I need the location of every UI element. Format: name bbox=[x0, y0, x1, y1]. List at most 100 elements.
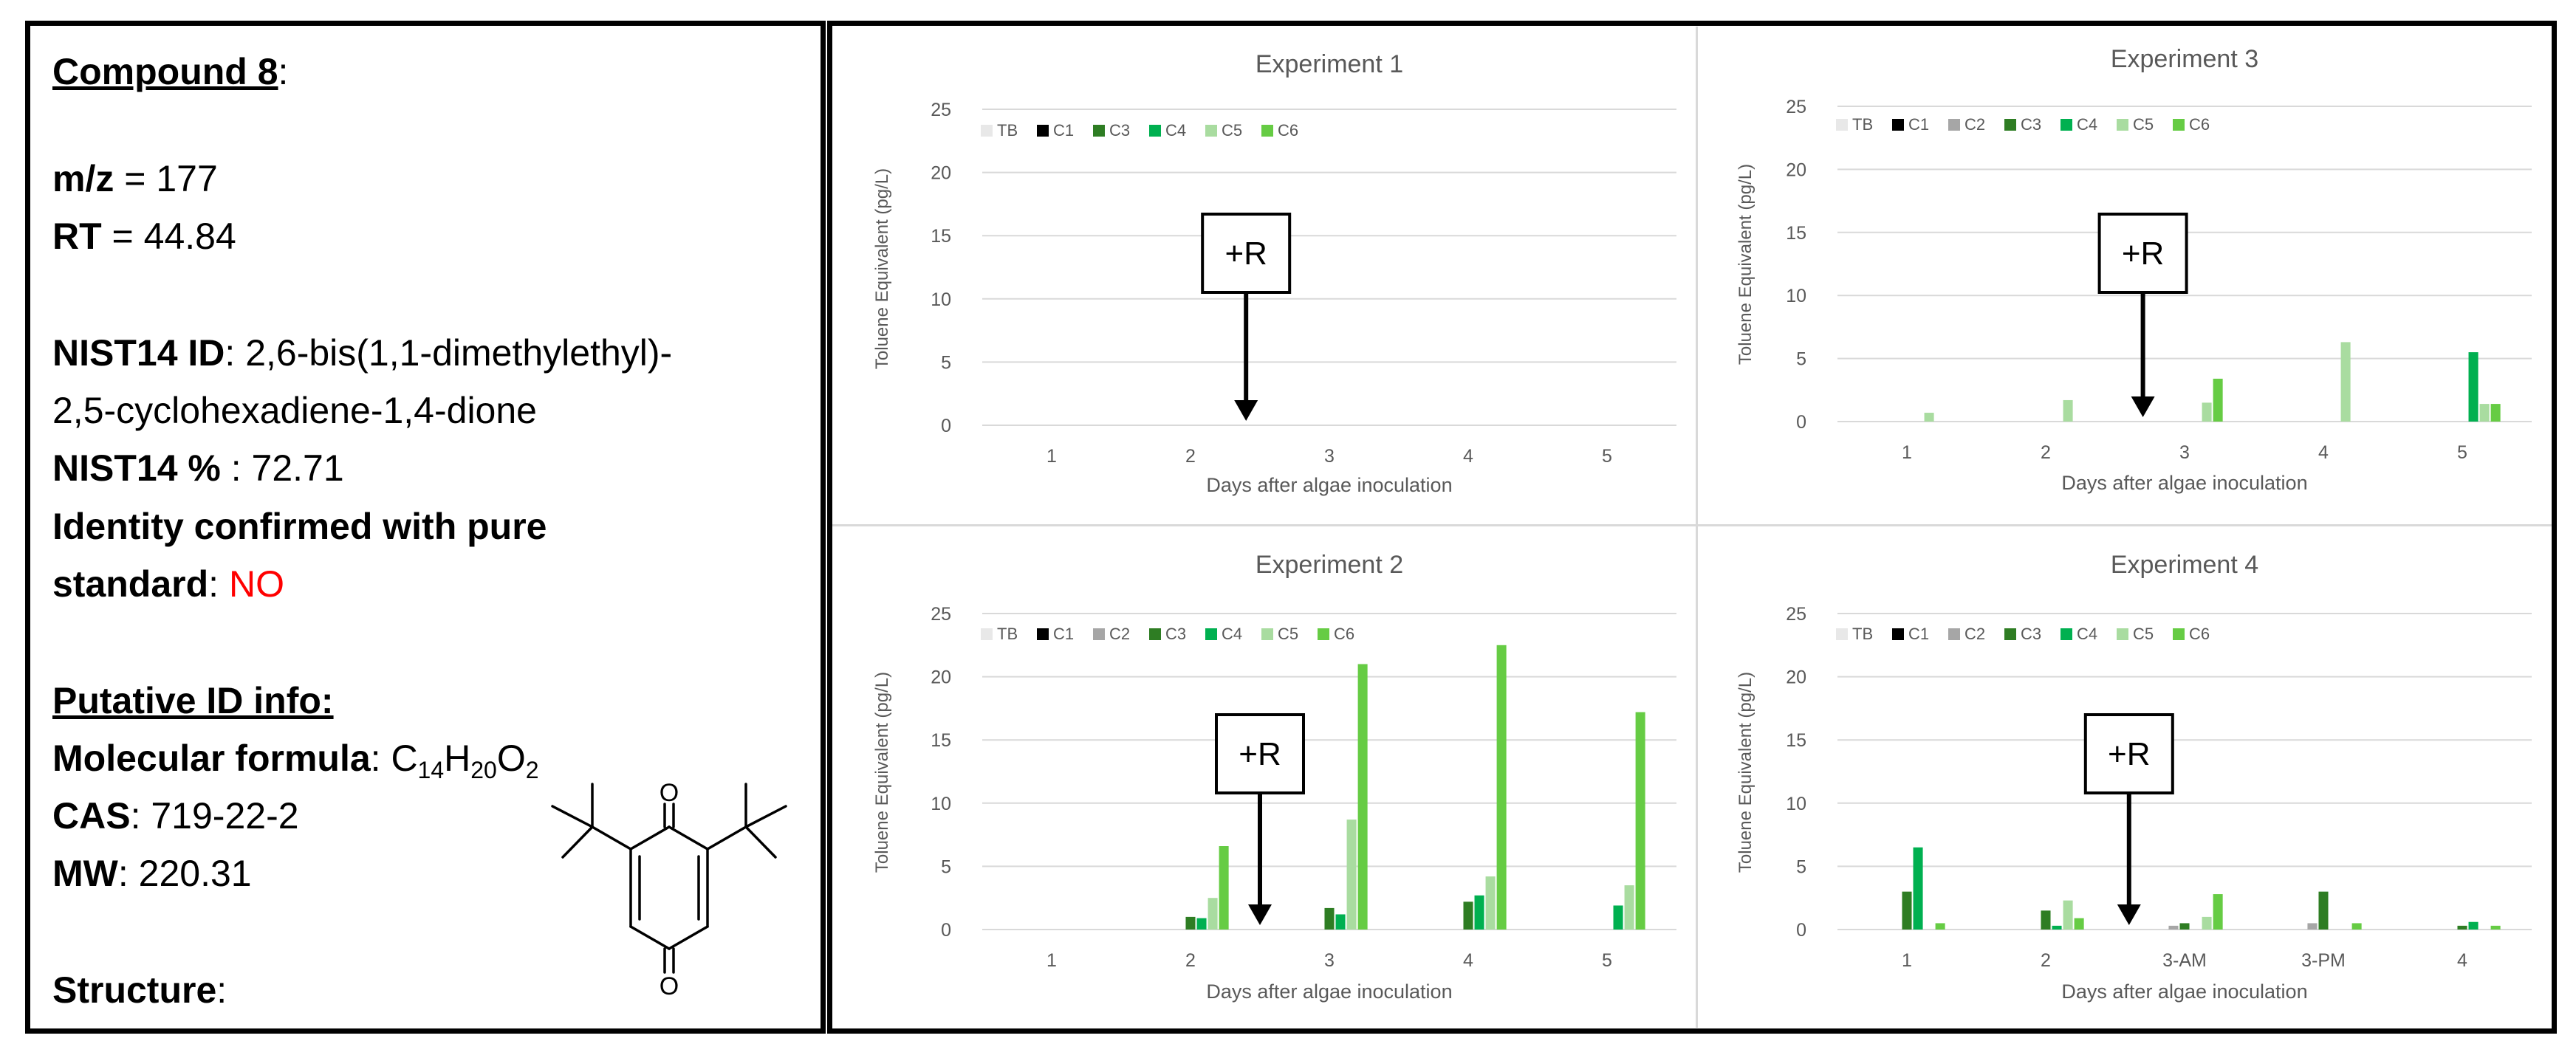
formula-c: C bbox=[391, 738, 417, 779]
identity-label-1: Identity confirmed with pure bbox=[52, 506, 547, 547]
legend-swatch-c6 bbox=[2173, 628, 2185, 640]
y-tick-label: 10 bbox=[931, 289, 951, 310]
legend-swatch-c3 bbox=[1149, 628, 1161, 640]
bar-c4-1 bbox=[1914, 848, 1923, 930]
y-tick-label: 5 bbox=[1796, 349, 1806, 370]
nist-pct-label: NIST14 % bbox=[52, 447, 221, 489]
chart-title: Experiment 4 bbox=[2111, 551, 2258, 579]
x-tick-label: 2 bbox=[1185, 446, 1196, 467]
legend-label-c5: C5 bbox=[1278, 625, 1298, 643]
bar-c3-3-am bbox=[2179, 923, 2189, 930]
bar-c5-2 bbox=[1208, 898, 1218, 930]
oxygen-top: O bbox=[660, 779, 679, 807]
formula-label: Molecular formula bbox=[52, 738, 371, 779]
cas-value: 719-22-2 bbox=[151, 795, 298, 837]
y-tick-label: 15 bbox=[1786, 223, 1806, 244]
bar-c3-1 bbox=[1902, 892, 1911, 930]
legend-swatch-c2 bbox=[1948, 628, 1960, 640]
legend-swatch-c5 bbox=[2117, 628, 2128, 640]
legend-swatch-c5 bbox=[2117, 119, 2128, 131]
legend-swatch-tb bbox=[1836, 628, 1848, 640]
x-tick-label: 1 bbox=[1046, 950, 1057, 971]
bar-c6-1 bbox=[1936, 923, 1945, 930]
structure-bonds bbox=[552, 784, 786, 972]
annotation-arrow-head bbox=[2131, 396, 2155, 417]
formula-h: H bbox=[444, 738, 470, 779]
mw-line: MW: 220.31 bbox=[52, 851, 252, 896]
x-axis-label: Days after algae inoculation bbox=[2061, 472, 2307, 494]
bar-c3-3-pm bbox=[2318, 892, 2328, 930]
annotation-label: +R bbox=[1239, 736, 1281, 772]
legend-swatch-c1 bbox=[1037, 125, 1049, 137]
x-tick-label: 3-AM bbox=[2162, 950, 2207, 971]
legend-swatch-c1 bbox=[1037, 628, 1049, 640]
x-tick-label: 3 bbox=[2179, 442, 2190, 463]
y-tick-label: 15 bbox=[931, 730, 951, 751]
legend-swatch-c1 bbox=[1892, 628, 1904, 640]
nist-pct-value: 72.71 bbox=[252, 447, 344, 489]
x-tick-label: 5 bbox=[2457, 442, 2467, 463]
bar-c4-5 bbox=[2469, 352, 2479, 422]
horizontal-divider bbox=[832, 524, 2552, 526]
mw-value: 220.31 bbox=[139, 853, 252, 894]
y-tick-label: 25 bbox=[1786, 97, 1806, 117]
bar-c6-4 bbox=[2491, 926, 2501, 930]
x-tick-label: 5 bbox=[1602, 950, 1612, 971]
nist-id-label: NIST14 ID bbox=[52, 332, 225, 374]
y-tick-label: 25 bbox=[931, 604, 951, 625]
y-tick-label: 20 bbox=[1786, 159, 1806, 180]
legend-swatch-c2 bbox=[1093, 628, 1105, 640]
bar-c6-2 bbox=[1219, 846, 1229, 930]
oxygen-bottom: O bbox=[660, 972, 679, 1000]
bar-c6-3 bbox=[1358, 664, 1368, 930]
x-tick-label: 2 bbox=[2041, 442, 2051, 463]
bar-c5-5 bbox=[2480, 404, 2490, 422]
identity-value: NO bbox=[229, 563, 284, 605]
legend-label-c6: C6 bbox=[2189, 115, 2210, 134]
legend-swatch-tb bbox=[1836, 119, 1848, 131]
bar-c4-4 bbox=[1475, 896, 1484, 930]
legend-swatch-c4 bbox=[1205, 628, 1217, 640]
bar-c5-4 bbox=[1486, 876, 1496, 930]
annotation-arrow-head bbox=[2117, 904, 2141, 925]
legend-label-c1: C1 bbox=[1908, 625, 1929, 643]
legend-label-c3: C3 bbox=[1165, 625, 1186, 643]
legend-swatch-c6 bbox=[2173, 119, 2185, 131]
legend-label-c5: C5 bbox=[2133, 115, 2154, 134]
legend-label-tb: TB bbox=[1852, 625, 1873, 643]
structure-line: Structure: bbox=[52, 968, 227, 1012]
x-axis-label: Days after algae inoculation bbox=[1206, 474, 1452, 496]
legend-swatch-c3 bbox=[2004, 628, 2016, 640]
legend-label-c6: C6 bbox=[1278, 121, 1298, 140]
x-tick-label: 2 bbox=[2041, 950, 2051, 971]
nist-id-value-2: 2,5-cyclohexadiene-1,4-dione bbox=[52, 390, 537, 431]
annotation-label: +R bbox=[2108, 736, 2150, 772]
legend-label-tb: TB bbox=[997, 625, 1018, 643]
y-tick-label: 15 bbox=[1786, 730, 1806, 751]
compound-title-line: Compound 8: bbox=[52, 49, 288, 94]
rt-value: 44.84 bbox=[144, 216, 236, 257]
vertical-divider bbox=[1696, 27, 1698, 1028]
legend-label-c4: C4 bbox=[2077, 625, 2097, 643]
legend-swatch-tb bbox=[981, 628, 993, 640]
x-tick-label: 4 bbox=[2318, 442, 2329, 463]
y-axis-label: Toluene Equivalent (pg/L) bbox=[1736, 672, 1755, 873]
bar-c3-2 bbox=[1185, 917, 1195, 930]
x-tick-label: 3 bbox=[1324, 950, 1335, 971]
bar-c6-5 bbox=[2491, 404, 2501, 422]
compound-title: Compound 8 bbox=[52, 51, 278, 92]
mz-label: m/z bbox=[52, 158, 114, 199]
bar-c4-2 bbox=[2052, 926, 2062, 930]
y-axis-label: Toluene Equivalent (pg/L) bbox=[872, 672, 892, 873]
compound-info-panel: Compound 8: m/z = 177 RT = 44.84 NIST14 … bbox=[25, 21, 826, 1034]
bar-c5-2 bbox=[2063, 400, 2073, 422]
bar-c2-3-pm bbox=[2307, 923, 2317, 930]
mz-line: m/z = 177 bbox=[52, 157, 218, 201]
y-tick-label: 0 bbox=[941, 416, 951, 436]
y-tick-label: 5 bbox=[1796, 856, 1806, 877]
chart-title: Experiment 2 bbox=[1256, 551, 1403, 579]
x-tick-label: 3 bbox=[1324, 446, 1335, 467]
legend-label-c1: C1 bbox=[1053, 121, 1074, 140]
